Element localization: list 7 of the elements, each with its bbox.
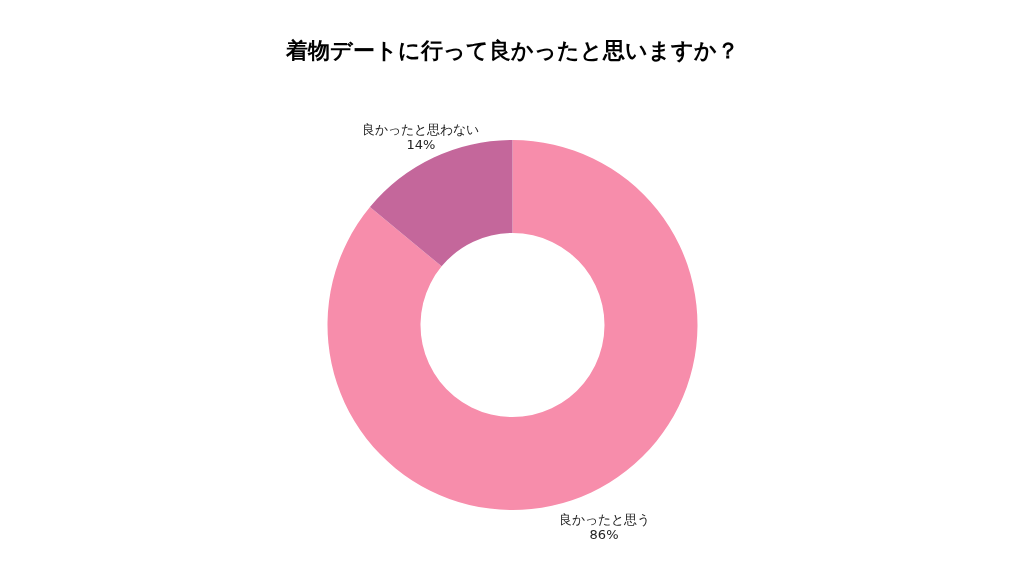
slice-label: 良かったと思わない	[362, 122, 480, 138]
slice-label: 良かったと思う	[558, 511, 650, 527]
donut-slice	[327, 140, 698, 510]
chart-title: 着物デートに行って良かったと思いますか？	[285, 38, 739, 63]
data-label: 14%	[406, 137, 436, 153]
data-label: 86%	[589, 526, 619, 542]
donut-slice	[369, 140, 513, 267]
